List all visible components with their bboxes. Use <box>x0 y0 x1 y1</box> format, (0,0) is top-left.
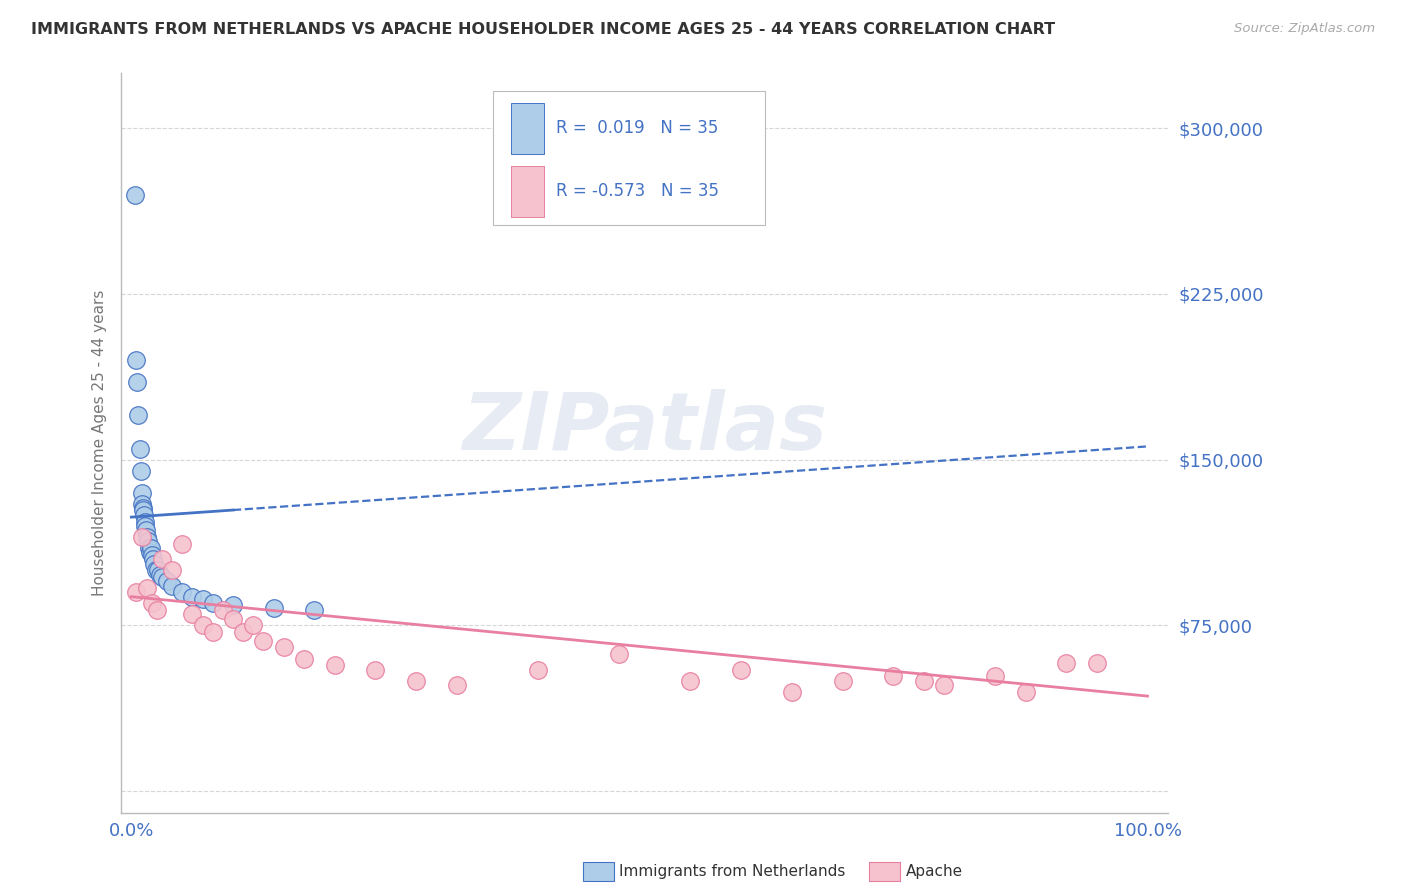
Text: Apache: Apache <box>905 864 963 879</box>
Point <box>146 563 169 577</box>
Point <box>252 633 274 648</box>
Point <box>128 409 150 423</box>
Point <box>934 678 956 692</box>
Point <box>222 599 245 613</box>
Point <box>527 663 550 677</box>
Point <box>131 501 153 516</box>
Point <box>149 567 172 582</box>
Point <box>679 673 702 688</box>
Point <box>222 612 245 626</box>
Point <box>160 579 183 593</box>
Point <box>145 563 167 577</box>
Point <box>1014 684 1036 698</box>
Text: IMMIGRANTS FROM NETHERLANDS VS APACHE HOUSEHOLDER INCOME AGES 25 - 44 YEARS CORR: IMMIGRANTS FROM NETHERLANDS VS APACHE HO… <box>31 22 1054 37</box>
Point <box>132 503 155 517</box>
Point <box>135 581 157 595</box>
Point <box>232 625 254 640</box>
Text: ZIPatlas: ZIPatlas <box>463 389 827 467</box>
Point <box>131 497 153 511</box>
Point <box>292 651 315 665</box>
Point <box>882 669 904 683</box>
FancyBboxPatch shape <box>492 92 765 225</box>
Point <box>141 596 163 610</box>
Point <box>132 508 155 522</box>
Point <box>446 678 468 692</box>
Point <box>181 590 204 604</box>
Point <box>138 541 160 555</box>
Point <box>181 607 204 622</box>
Point <box>124 187 146 202</box>
Point <box>125 353 148 368</box>
Point <box>134 515 156 529</box>
Point <box>405 673 427 688</box>
Point <box>1085 656 1108 670</box>
Point <box>201 625 224 640</box>
Point <box>131 530 153 544</box>
Text: Source: ZipAtlas.com: Source: ZipAtlas.com <box>1234 22 1375 36</box>
Point <box>191 591 214 606</box>
Point <box>160 563 183 577</box>
Point <box>1054 656 1077 670</box>
Text: R =  0.019   N = 35: R = 0.019 N = 35 <box>555 120 718 137</box>
Point <box>128 442 150 456</box>
Point <box>263 600 285 615</box>
Point <box>607 647 630 661</box>
FancyBboxPatch shape <box>510 166 544 218</box>
Point <box>146 603 169 617</box>
Point <box>780 684 803 698</box>
Point <box>131 485 153 500</box>
FancyBboxPatch shape <box>510 103 544 154</box>
Point <box>984 669 1007 683</box>
Point <box>730 663 752 677</box>
Y-axis label: Householder Income Ages 25 - 44 years: Householder Income Ages 25 - 44 years <box>93 290 107 596</box>
Point <box>142 552 165 566</box>
Point <box>191 618 214 632</box>
Text: R = -0.573   N = 35: R = -0.573 N = 35 <box>555 183 718 201</box>
Point <box>136 534 159 549</box>
Point <box>242 618 264 632</box>
Point <box>135 524 157 538</box>
Point <box>172 585 194 599</box>
Point <box>172 536 194 550</box>
Point <box>125 585 148 599</box>
Point <box>912 673 935 688</box>
Point <box>142 557 165 571</box>
Point <box>201 596 224 610</box>
Point <box>141 548 163 562</box>
Point <box>134 519 156 533</box>
Point <box>150 570 173 584</box>
Point <box>831 673 853 688</box>
Point <box>127 376 149 390</box>
Point <box>135 530 157 544</box>
Point <box>323 658 346 673</box>
Point <box>138 545 160 559</box>
Point <box>150 552 173 566</box>
Point <box>129 464 152 478</box>
Point <box>304 603 326 617</box>
Point <box>139 541 162 555</box>
Point <box>273 640 295 655</box>
Text: Immigrants from Netherlands: Immigrants from Netherlands <box>619 864 845 879</box>
Point <box>156 574 179 589</box>
Point <box>364 663 387 677</box>
Point <box>211 603 233 617</box>
